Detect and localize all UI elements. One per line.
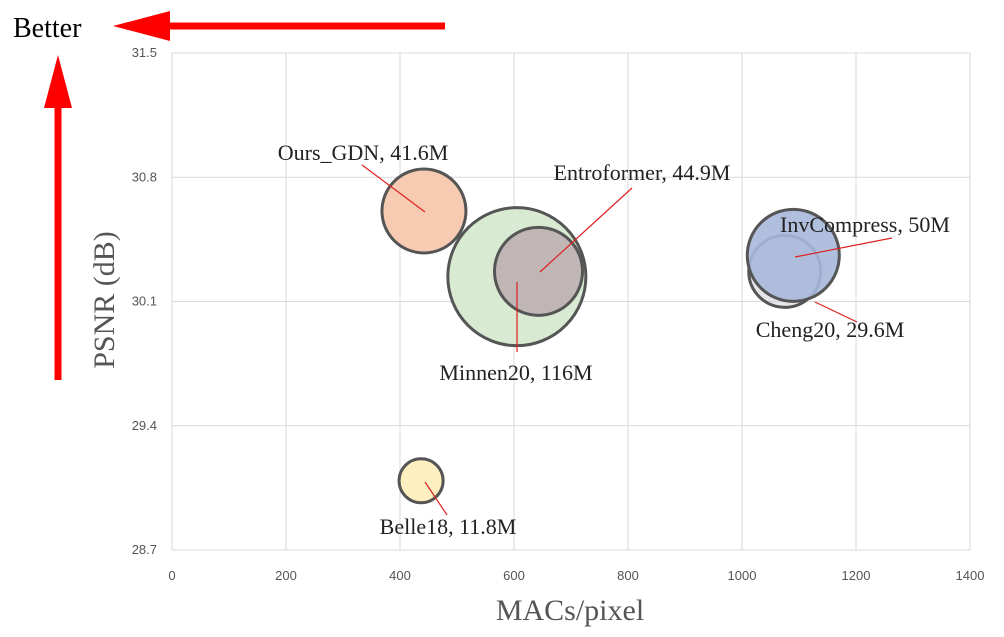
up-arrow-head (44, 55, 72, 108)
bubbles (380, 167, 841, 505)
leader-line-cheng20 (814, 301, 858, 323)
x-tick-labels: 0 200 400 600 800 1000 1200 1400 (168, 568, 984, 583)
leader-lines (361, 164, 893, 516)
y-tick-label: 30.1 (132, 294, 157, 309)
bubble-labels: Minnen20, 116M Entroformer, 44.9M Ours_GDN… (278, 140, 950, 539)
y-tick-labels: 28.7 29.4 30.1 30.8 31.5 (132, 45, 157, 557)
label-minnen20: Minnen20, 116M (439, 360, 592, 385)
y-tick-label: 30.8 (132, 169, 157, 184)
better-arrows (44, 11, 445, 380)
label-entroformer: Entroformer, 44.9M (554, 160, 731, 185)
y-tick-label: 28.7 (132, 542, 157, 557)
better-annotation: Better (13, 13, 82, 44)
x-tick-label: 800 (617, 568, 639, 583)
x-tick-label: 1400 (956, 568, 985, 583)
label-invcompress: InvCompress, 50M (780, 212, 950, 237)
x-tick-label: 200 (275, 568, 297, 583)
bubble-invcompress (745, 207, 841, 303)
bubble-entroformer (493, 225, 585, 317)
left-arrow-head (113, 11, 170, 41)
leader-line-ours-gdn (361, 164, 426, 213)
y-tick-label: 31.5 (132, 45, 157, 60)
y-tick-label: 29.4 (132, 418, 157, 433)
leader-line-belle18 (424, 481, 448, 516)
x-tick-label: 1200 (842, 568, 871, 583)
x-tick-label: 1000 (728, 568, 757, 583)
label-ours-gdn: Ours_GDN, 41.6M (278, 140, 449, 165)
x-axis-title: MACs/pixel (496, 594, 644, 627)
leader-line-entroformer (539, 187, 633, 273)
bubble-belle18 (397, 457, 445, 505)
label-belle18: Belle18, 11.8M (380, 514, 517, 539)
grid (171, 52, 971, 551)
label-cheng20: Cheng20, 29.6M (756, 317, 905, 342)
leader-line-invcompress (794, 237, 893, 258)
x-tick-label: 600 (503, 568, 525, 583)
x-tick-label: 400 (389, 568, 411, 583)
y-axis-title: PSNR (dB) (88, 231, 121, 369)
x-tick-label: 0 (168, 568, 175, 583)
